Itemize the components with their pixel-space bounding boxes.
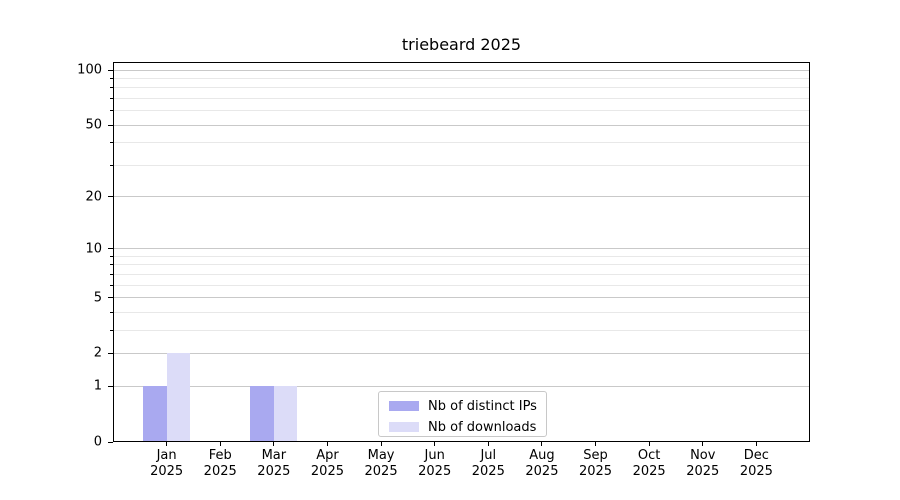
y-minor-tick-mark (110, 284, 113, 286)
gridline-minor (113, 311, 810, 313)
y-minor-tick-mark (110, 329, 113, 331)
gridline-major (113, 69, 810, 71)
gridline-major (113, 352, 810, 354)
x-tick-mark (380, 442, 382, 446)
y-tick-mark (108, 385, 113, 387)
gridline-major (113, 248, 810, 250)
gridline-minor (113, 255, 810, 257)
x-tick-label-oct: Oct 2025 (632, 448, 666, 479)
x-tick-mark (273, 442, 275, 446)
axis-spine-bottom (113, 441, 810, 442)
gridline-minor (113, 273, 810, 275)
legend-item-distinct-ips: Nb of distinct IPs (379, 397, 546, 415)
legend-swatch-distinct-ips (389, 401, 419, 411)
y-tick-mark (108, 196, 113, 198)
bar-nb-of-downloads (273, 386, 298, 442)
y-minor-tick-mark (110, 255, 113, 257)
gridline-major (113, 385, 810, 387)
y-minor-tick-mark (110, 273, 113, 275)
x-tick-mark (702, 442, 704, 446)
legend: Nb of distinct IPs Nb of downloads (378, 391, 547, 437)
x-tick-mark (541, 442, 543, 446)
x-tick-label-may: May 2025 (364, 448, 398, 479)
gridline-minor (113, 264, 810, 266)
x-tick-mark (755, 442, 757, 446)
x-tick-mark (326, 442, 328, 446)
bar-nb-of-distinct-ips (250, 386, 274, 442)
y-minor-tick-mark (110, 142, 113, 144)
y-tick-label: 20 (85, 189, 102, 205)
y-minor-tick-mark (110, 97, 113, 99)
y-minor-tick-mark (110, 164, 113, 166)
legend-swatch-downloads (389, 422, 419, 432)
plot-area (113, 62, 810, 442)
gridline-minor (113, 164, 810, 166)
y-tick-label: 100 (77, 62, 102, 78)
y-minor-tick-mark (110, 311, 113, 313)
y-tick-label: 50 (85, 117, 102, 133)
y-minor-tick-mark (110, 110, 113, 112)
gridline-minor (113, 110, 810, 112)
y-tick-mark (108, 69, 113, 71)
x-tick-label-mar: Mar 2025 (257, 448, 291, 479)
y-tick-mark (108, 441, 113, 443)
x-tick-label-jun: Jun 2025 (418, 448, 452, 479)
axis-spine-right (809, 62, 810, 442)
y-minor-tick-mark (110, 77, 113, 79)
x-tick-label-aug: Aug 2025 (525, 448, 559, 479)
x-tick-label-jul: Jul 2025 (471, 448, 505, 479)
x-tick-label-jan: Jan 2025 (150, 448, 184, 479)
y-tick-mark (108, 297, 113, 299)
y-tick-label: 1 (93, 378, 102, 394)
y-minor-tick-mark (110, 264, 113, 266)
legend-label-distinct-ips: Nb of distinct IPs (428, 398, 537, 414)
x-tick-label-nov: Nov 2025 (686, 448, 720, 479)
gridline-minor (113, 87, 810, 89)
y-tick-label: 0 (93, 434, 102, 450)
gridline-minor (113, 77, 810, 79)
x-tick-mark (434, 442, 436, 446)
chart-title: triebeard 2025 (401, 35, 522, 54)
y-tick-mark (108, 352, 113, 354)
gridline-minor (113, 284, 810, 286)
y-tick-label: 2 (93, 345, 102, 361)
x-tick-mark (487, 442, 489, 446)
y-tick-mark (108, 124, 113, 126)
gridline-minor (113, 97, 810, 99)
x-tick-label-sep: Sep 2025 (578, 448, 613, 479)
x-tick-label-dec: Dec 2025 (739, 448, 773, 479)
x-tick-mark (595, 442, 597, 446)
gridline-major (113, 124, 810, 126)
x-tick-label-apr: Apr 2025 (310, 448, 344, 479)
x-tick-mark (648, 442, 650, 446)
bar-nb-of-distinct-ips (143, 386, 167, 442)
gridline-major (113, 297, 810, 299)
x-tick-label-feb: Feb 2025 (203, 448, 237, 479)
axis-spine-top (113, 62, 810, 63)
bar-nb-of-downloads (166, 353, 191, 442)
y-tick-mark (108, 248, 113, 250)
axis-spine-left (113, 62, 114, 442)
x-tick-mark (219, 442, 221, 446)
gridline-major (113, 196, 810, 198)
legend-label-downloads: Nb of downloads (428, 419, 537, 435)
gridline-minor (113, 142, 810, 144)
y-tick-label: 5 (93, 290, 102, 306)
legend-item-downloads: Nb of downloads (379, 418, 546, 436)
y-tick-label: 10 (85, 241, 102, 257)
y-minor-tick-mark (110, 87, 113, 89)
x-tick-mark (166, 442, 168, 446)
gridline-minor (113, 329, 810, 331)
